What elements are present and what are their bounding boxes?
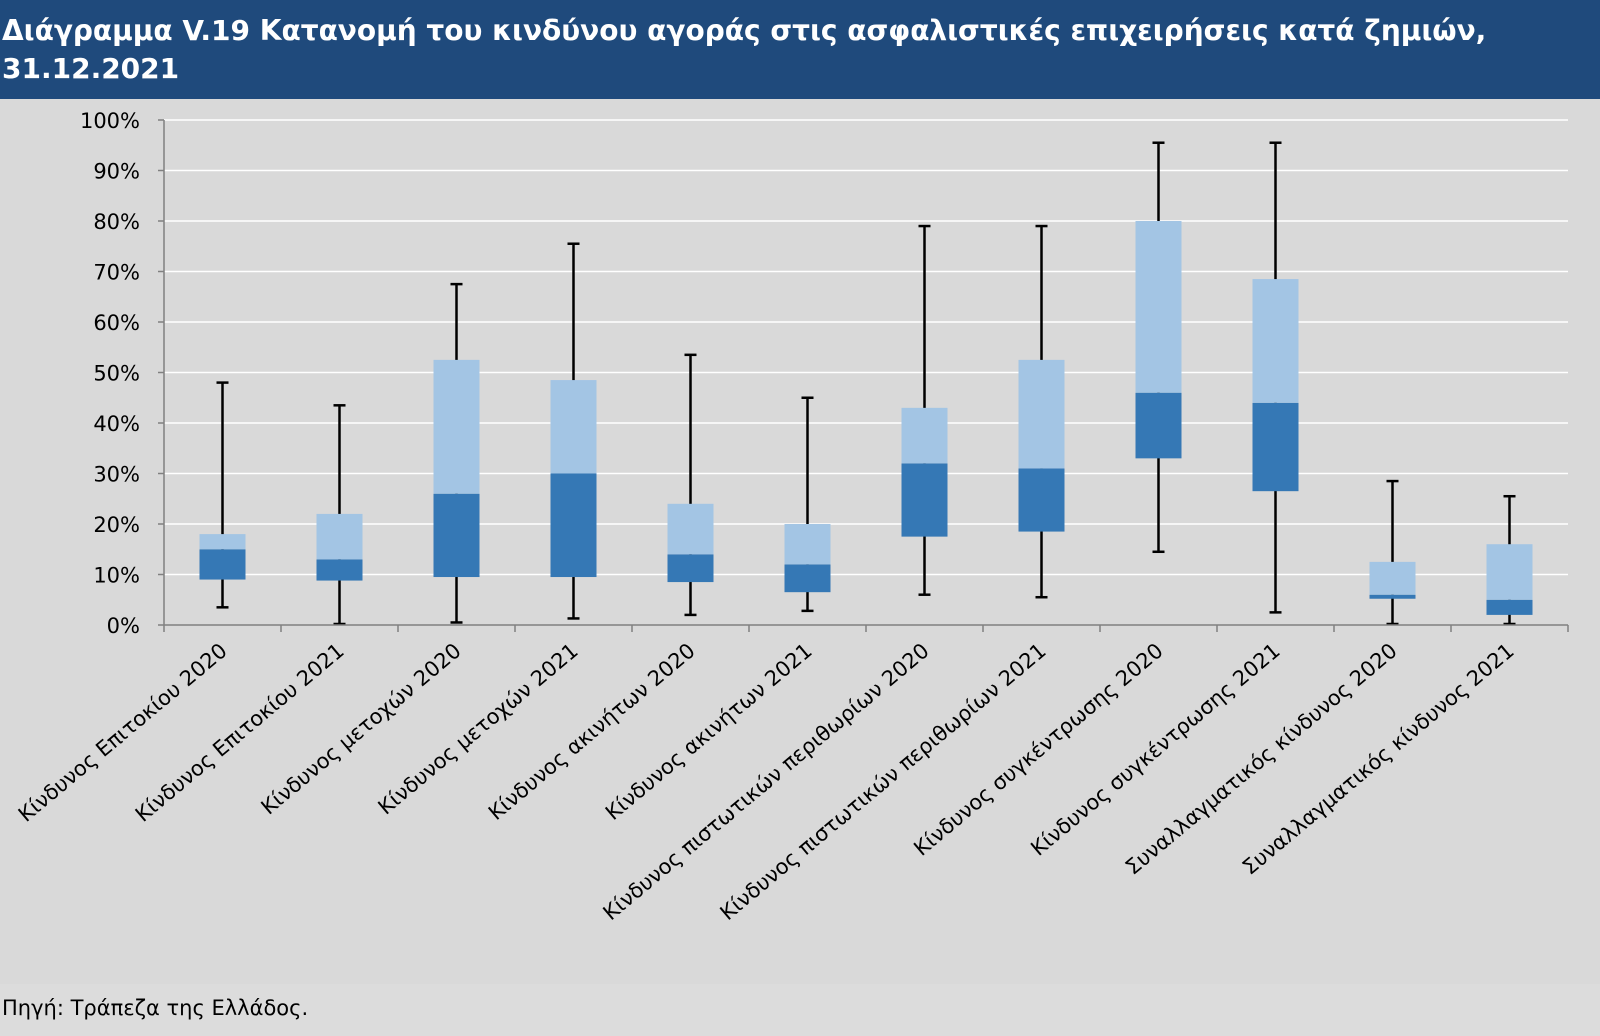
box-lower — [1252, 402, 1299, 492]
box-upper — [199, 534, 246, 550]
y-tick-label: 30% — [93, 463, 140, 487]
x-tick-label: Κίνδυνος Επιτοκίου 2021 — [131, 638, 349, 826]
x-tick-label: Κίνδυνος Επιτοκίου 2020 — [14, 638, 232, 826]
chart-title: Διάγραμμα V.19 Κατανομή του κινδύνου αγο… — [0, 0, 1600, 88]
box-item — [901, 224, 948, 596]
boxplot-chart: 0% 10% 20% 30% 40% 50% 60% 70% 80% 90% 100% Κίνδυν… — [14, 109, 1569, 925]
y-tick-label: 60% — [93, 311, 140, 335]
box-series — [199, 141, 1533, 626]
box-lower — [784, 564, 831, 593]
box-upper — [433, 359, 480, 494]
box-lower — [667, 554, 714, 583]
x-tick-label: Κίνδυνος μετοχών 2020 — [257, 638, 466, 819]
box-upper — [667, 503, 714, 555]
box-lower — [1486, 599, 1533, 615]
x-tick-label: Κίνδυνος μετοχών 2021 — [374, 638, 583, 819]
box-item — [1486, 494, 1533, 626]
y-tick-label: 20% — [93, 513, 140, 537]
box-lower — [199, 549, 246, 580]
x-tick-label: Κίνδυνος ακινήτων 2020 — [484, 638, 700, 825]
box-item — [667, 353, 714, 617]
y-tick-label: 0% — [107, 614, 140, 638]
box-lower — [1369, 594, 1416, 599]
box-item — [316, 404, 363, 626]
box-upper — [1018, 359, 1065, 469]
chart-title-line2: 31.12.2021 — [2, 52, 180, 85]
box-lower — [433, 493, 480, 578]
chart-header: Διάγραμμα V.19 Κατανομή του κινδύνου αγο… — [0, 0, 1600, 99]
box-upper — [550, 380, 597, 474]
box-lower — [1135, 392, 1182, 459]
source-note: Πηγή: Τράπεζα της Ελλάδος. — [2, 996, 309, 1020]
chart-title-line1: Διάγραμμα V.19 Κατανομή του κινδύνου αγο… — [2, 14, 1487, 47]
box-upper — [1369, 561, 1416, 595]
box-item — [550, 242, 597, 620]
box-item — [784, 396, 831, 613]
x-tick-label: Κίνδυνος συγκέντρωσης 2021 — [1026, 638, 1284, 860]
x-tick-label: Κίνδυνος συγκέντρωσης 2020 — [909, 638, 1167, 860]
y-axis: 0% 10% 20% 30% 40% 50% 60% 70% 80% 90% 100% — [80, 109, 165, 638]
y-tick-label: 100% — [80, 109, 140, 133]
box-item — [1135, 141, 1182, 554]
chart-area: 0% 10% 20% 30% 40% 50% 60% 70% 80% 90% 100% Κίνδυν… — [0, 99, 1600, 984]
box-item — [1018, 224, 1065, 599]
box-lower — [1018, 468, 1065, 532]
box-upper — [784, 524, 831, 565]
box-upper — [1486, 544, 1533, 600]
box-upper — [1135, 221, 1182, 393]
y-tick-label: 10% — [93, 564, 140, 588]
box-upper — [316, 513, 363, 560]
x-tick-label: Κίνδυνος ακινήτων 2021 — [601, 638, 817, 825]
box-upper — [901, 407, 948, 464]
box-item — [433, 282, 480, 624]
gridlines — [164, 119, 1568, 576]
box-item — [199, 381, 246, 609]
box-item — [1252, 141, 1299, 614]
y-tick-label: 90% — [93, 160, 140, 184]
box-lower — [550, 473, 597, 578]
y-tick-label: 80% — [93, 210, 140, 234]
y-tick-label: 50% — [93, 362, 140, 386]
box-lower — [901, 463, 948, 537]
box-upper — [1252, 279, 1299, 403]
box-lower — [316, 559, 363, 581]
y-tick-label: 70% — [93, 261, 140, 285]
y-tick-label: 40% — [93, 412, 140, 436]
box-item — [1369, 479, 1416, 626]
